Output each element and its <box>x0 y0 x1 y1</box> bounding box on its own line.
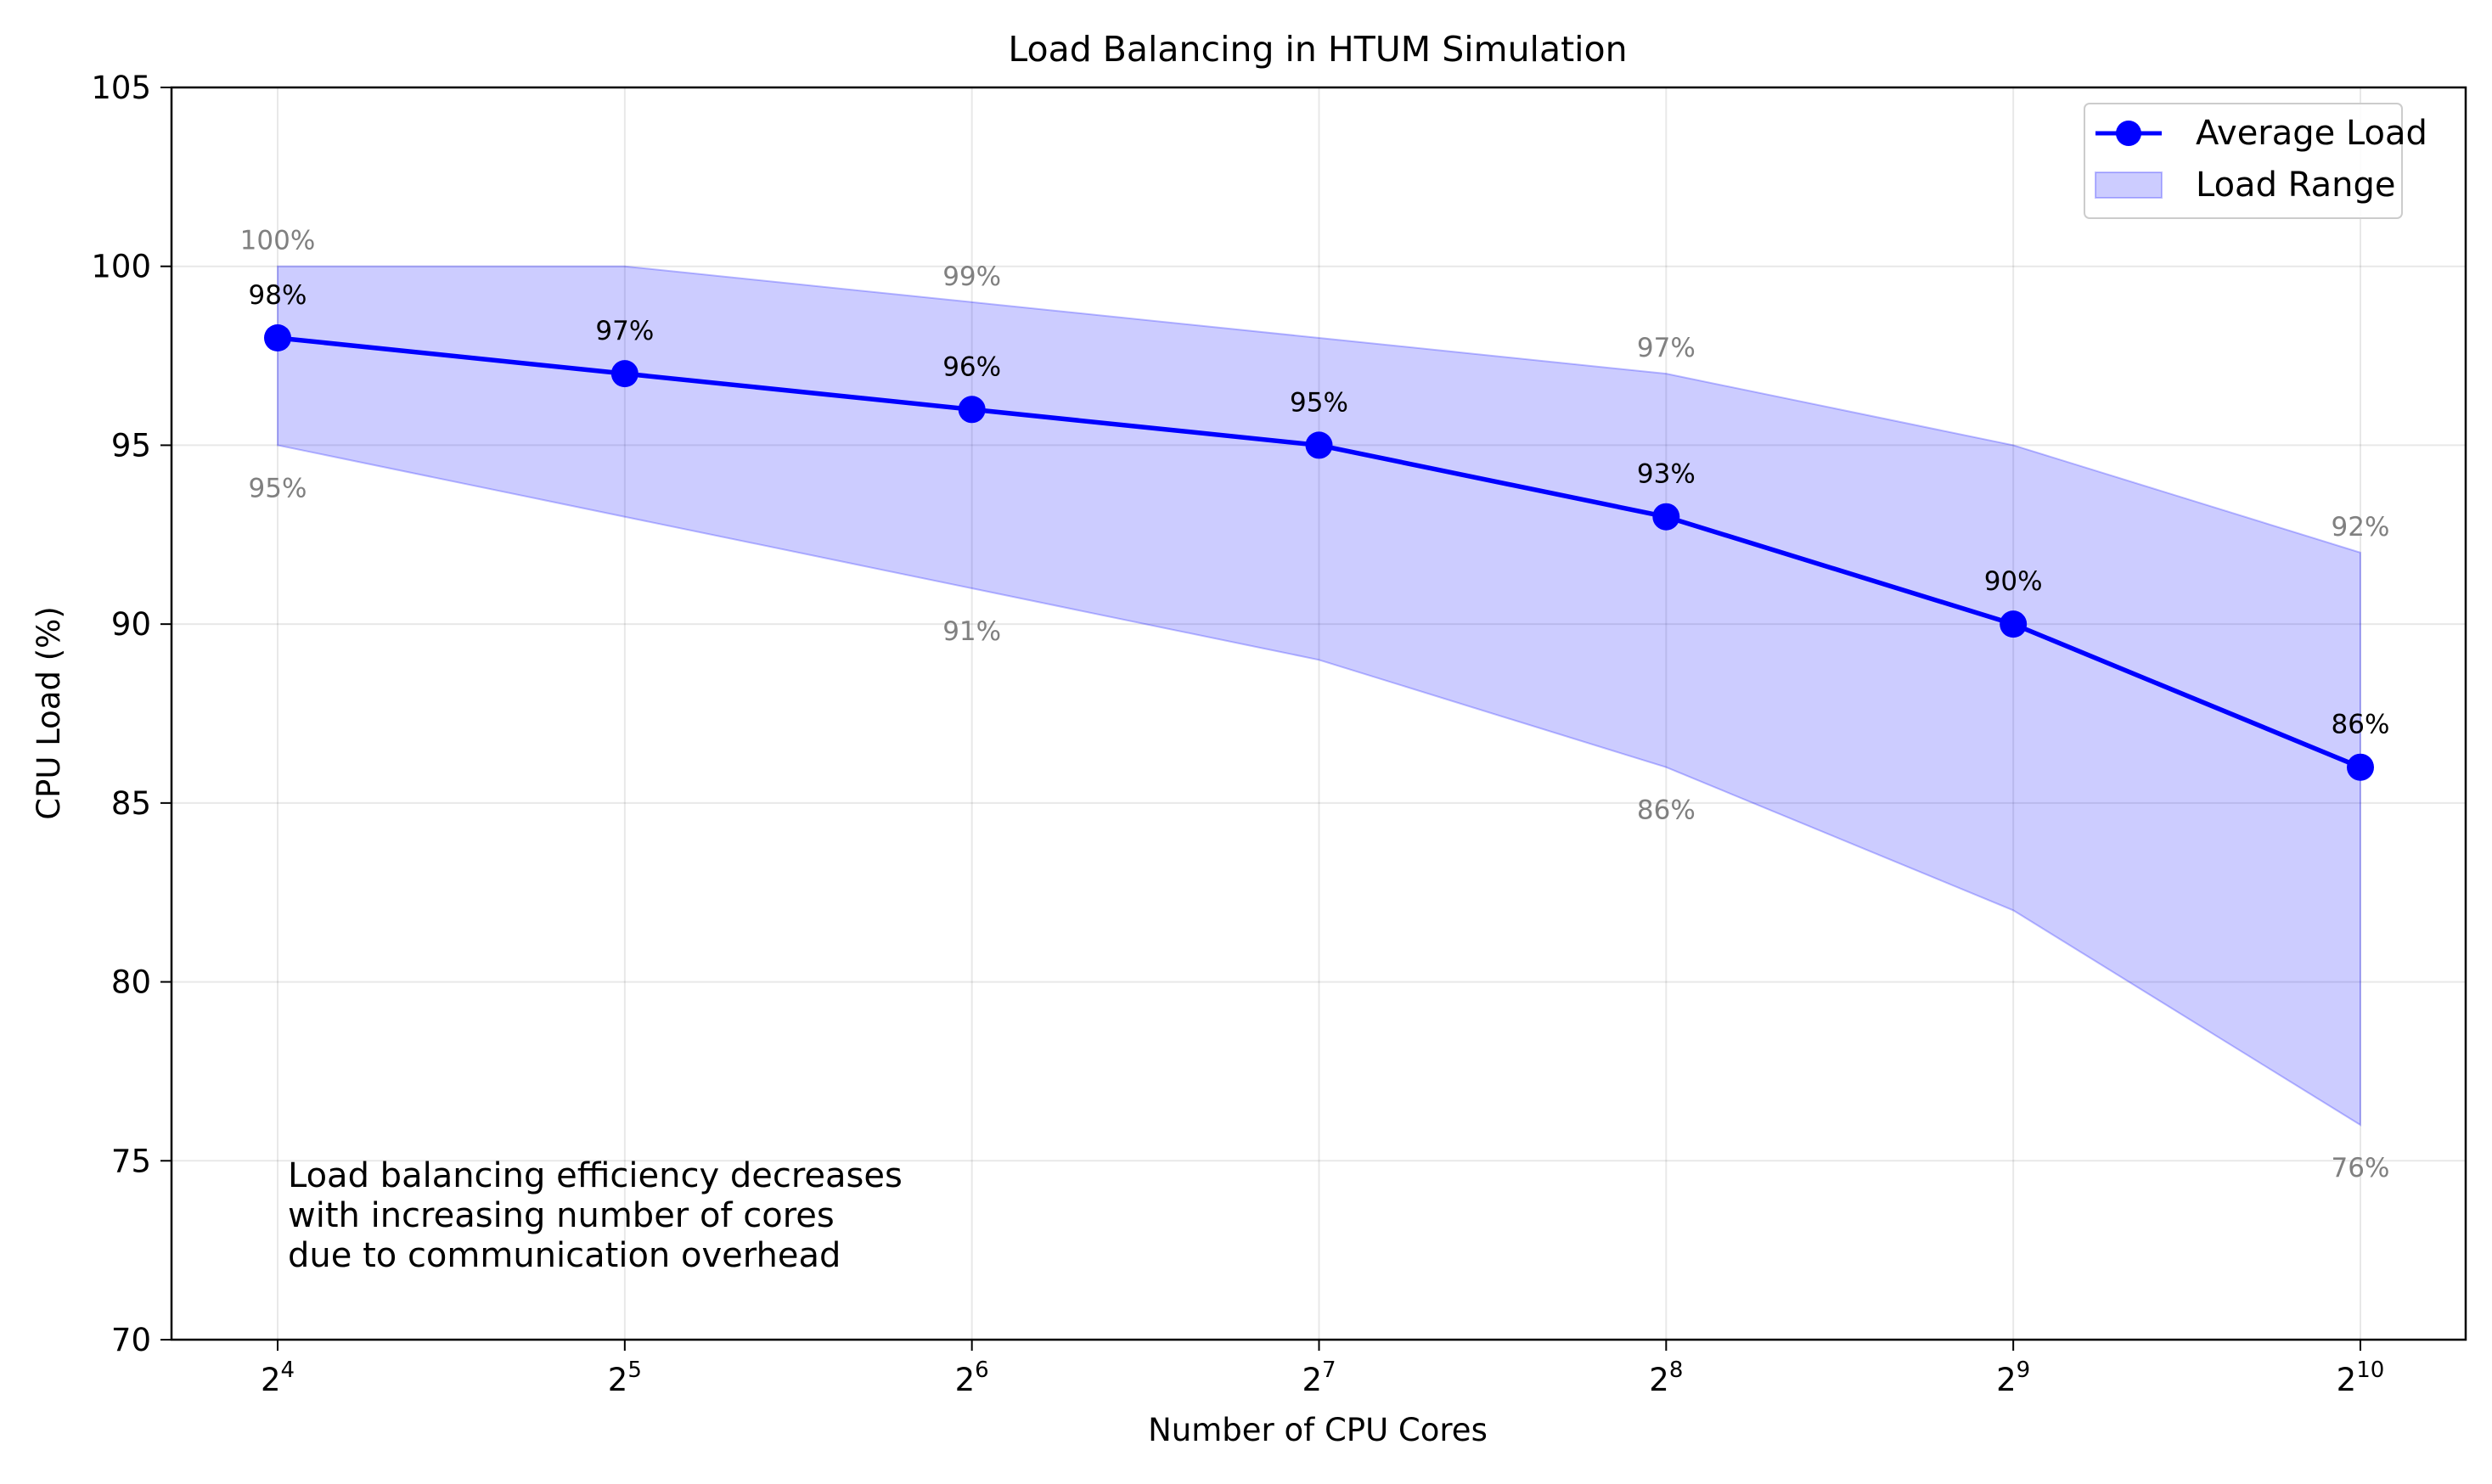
range-max-label: 92% <box>2332 512 2390 542</box>
chart-title: Load Balancing in HTUM Simulation <box>1008 29 1627 70</box>
data-labels: 98% 97% 96% 95% 93% 90% 86% 100% 95% 99% 91% 97% 86%… <box>240 226 2390 1183</box>
legend-entry-load-range: Load Range <box>2196 166 2395 205</box>
average-load-point <box>2000 610 2028 638</box>
x-tick-label: 24 <box>261 1358 295 1398</box>
legend-entry-average-load: Average Load <box>2196 114 2427 153</box>
y-tick-label: 105 <box>91 70 151 106</box>
average-load-point <box>958 396 986 424</box>
annotation-line-1: Load balancing efficiency decreases <box>288 1156 903 1195</box>
average-load-point <box>610 360 638 388</box>
range-min-label: 95% <box>249 473 307 503</box>
x-tick-label: 210 <box>2337 1358 2385 1398</box>
average-load-value-label: 86% <box>2332 710 2390 740</box>
average-load-value-label: 96% <box>942 351 1001 382</box>
annotation-line-2: with increasing number of cores <box>288 1196 835 1235</box>
load-range-band <box>277 265 2361 1127</box>
average-load-value-label: 97% <box>595 316 654 346</box>
y-tick-label: 90 <box>111 606 151 643</box>
legend-band-swatch <box>2095 171 2163 199</box>
range-min-label: 86% <box>1637 795 1696 826</box>
range-max-label: 99% <box>942 261 1001 292</box>
average-load-value-label: 90% <box>1984 566 2043 597</box>
average-load-value-label: 98% <box>249 280 307 311</box>
y-tick-label: 85 <box>111 785 151 822</box>
average-load-point <box>264 324 291 351</box>
average-load-series <box>264 324 2374 781</box>
annotation-text: Load balancing efficiency decreases with… <box>288 1156 903 1275</box>
range-max-label: 100% <box>240 226 316 256</box>
y-tick-label: 70 <box>111 1322 151 1358</box>
average-load-value-label: 93% <box>1637 459 1696 490</box>
average-load-point <box>1305 431 1333 459</box>
x-tick-label: 28 <box>1649 1358 1683 1398</box>
x-tick-label: 25 <box>608 1358 642 1398</box>
x-tick-label: 26 <box>955 1358 989 1398</box>
range-max-label: 97% <box>1637 333 1696 363</box>
x-tick-label: 27 <box>1302 1358 1336 1398</box>
range-min-label: 91% <box>942 616 1001 647</box>
legend-marker-swatch <box>2116 121 2141 146</box>
y-tick-label: 95 <box>111 427 151 464</box>
y-axis-label: CPU Load (%) <box>31 606 67 820</box>
range-min-label: 76% <box>2332 1153 2390 1183</box>
average-load-point <box>1652 503 1680 531</box>
y-tick-label: 80 <box>111 964 151 1001</box>
legend-box <box>2084 103 2403 219</box>
axes: 70 75 80 85 90 95 100 105 24 25 26 27 28 29 210 <box>91 70 2384 1398</box>
legend: Average Load Load Range <box>2084 103 2427 219</box>
average-load-value-label: 95% <box>1290 387 1348 418</box>
average-load-point <box>2347 753 2374 781</box>
x-axis-label: Number of CPU Cores <box>1148 1412 1488 1448</box>
y-tick-label: 75 <box>111 1143 151 1179</box>
annotation-line-3: due to communication overhead <box>288 1236 841 1275</box>
load-range-area <box>277 265 2361 1127</box>
y-tick-label: 100 <box>91 249 151 285</box>
x-tick-label: 29 <box>1996 1358 2030 1398</box>
